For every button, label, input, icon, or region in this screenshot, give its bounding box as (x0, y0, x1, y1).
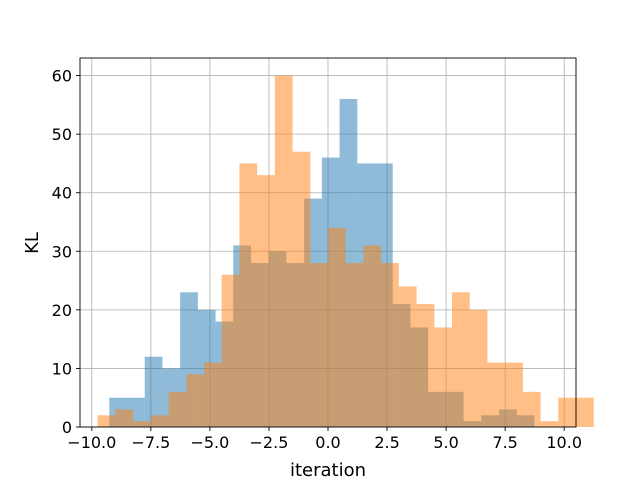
x-tick-label: 7.5 (492, 433, 517, 452)
histogram-bar-series-2 (452, 292, 470, 427)
histogram-bar-series-2 (133, 421, 151, 427)
histogram-bar-series-2 (416, 304, 435, 427)
histogram-bar-series-2 (168, 391, 187, 427)
histogram-bar-series-2 (186, 374, 204, 427)
y-tick-label: 20 (52, 301, 72, 320)
x-tick-label: −5.0 (190, 433, 229, 452)
y-tick-label: 50 (52, 125, 72, 144)
histogram-bar-series-2 (310, 263, 328, 427)
histogram-bar-series-2 (274, 75, 293, 428)
y-tick-label: 10 (52, 359, 72, 378)
histogram-bar-series-2 (522, 391, 541, 427)
histogram-bar-series-2 (505, 362, 523, 427)
y-tick-label: 0 (62, 418, 72, 437)
y-tick-label: 60 (52, 67, 72, 86)
histogram-bar-series-2 (576, 397, 594, 427)
histogram-bar-series-2 (540, 421, 559, 427)
histogram-bar-series-2 (469, 309, 488, 427)
histogram-bar-series-2 (257, 175, 275, 427)
x-tick-label: 10.0 (546, 433, 582, 452)
histogram-bar-series-2 (558, 397, 576, 427)
histogram-bar-series-2 (97, 415, 116, 427)
y-axis-label: KL (22, 232, 43, 254)
histogram-bar-series-2 (150, 415, 169, 427)
histogram-bar-series-2 (328, 227, 346, 427)
histogram-bar-series-2 (292, 151, 311, 427)
histogram-bar-series-2 (345, 263, 364, 427)
histogram-bar-series-1 (144, 356, 163, 427)
x-tick-label: 0.0 (315, 433, 340, 452)
x-tick-label: −10.0 (67, 433, 116, 452)
x-tick-label: 2.5 (374, 433, 399, 452)
y-tick-label: 30 (52, 242, 72, 261)
x-axis-label: iteration (290, 460, 366, 480)
histogram-bar-series-2 (398, 286, 417, 427)
x-tick-label: −2.5 (250, 433, 289, 452)
y-tick-label: 40 (52, 184, 72, 203)
histogram-bar-series-2 (204, 362, 222, 427)
axis-ticks: −10.0 −7.5 −5.0 −2.5 0.0 2.5 5.0 7.5 10.0 0 10 20 30… (52, 67, 582, 452)
histogram-bar-series-2 (363, 245, 382, 427)
x-tick-label: 5.0 (433, 433, 458, 452)
histogram-bar-series-2 (115, 409, 134, 427)
histogram-bar-series-2 (434, 327, 452, 427)
histogram-bar-series-2 (381, 263, 399, 427)
x-tick-label: −7.5 (131, 433, 170, 452)
histogram-bar-series-2 (239, 163, 258, 427)
histogram-bar-series-2 (487, 362, 506, 427)
histogram-bars (97, 75, 594, 428)
histogram-bar-series-2 (221, 274, 240, 427)
